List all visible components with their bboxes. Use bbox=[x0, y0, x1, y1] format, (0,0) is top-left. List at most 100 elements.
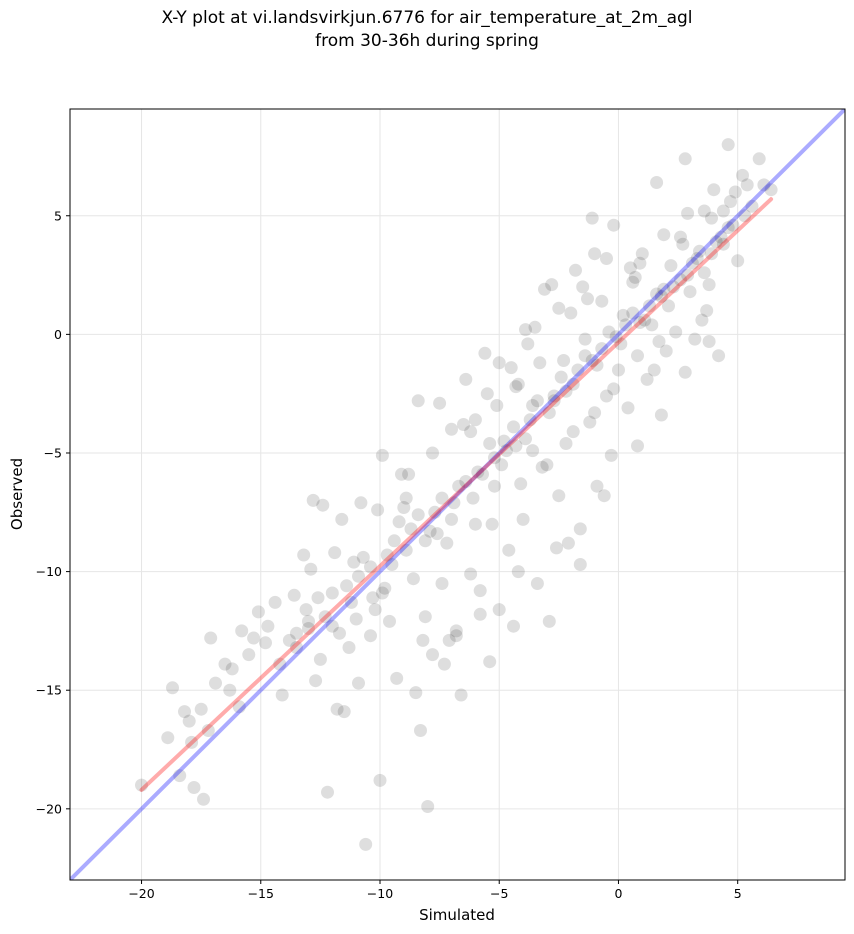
data-point bbox=[166, 681, 179, 695]
y-tick-label: 0 bbox=[54, 327, 62, 342]
data-point bbox=[397, 501, 411, 514]
data-point bbox=[473, 584, 487, 598]
data-point bbox=[251, 605, 265, 619]
data-point bbox=[714, 230, 728, 244]
data-point bbox=[392, 515, 406, 529]
data-point bbox=[273, 657, 287, 671]
data-point bbox=[681, 268, 695, 282]
data-points bbox=[135, 138, 778, 851]
data-point bbox=[457, 418, 470, 431]
data-point bbox=[623, 261, 637, 275]
data-point bbox=[459, 475, 473, 488]
data-point bbox=[523, 413, 537, 427]
data-point bbox=[499, 444, 513, 458]
data-point bbox=[335, 512, 349, 526]
data-point bbox=[492, 356, 506, 370]
data-point bbox=[550, 541, 563, 555]
data-point bbox=[588, 406, 602, 420]
data-point bbox=[736, 168, 749, 182]
data-point bbox=[552, 489, 566, 503]
data-point bbox=[552, 301, 566, 315]
data-point bbox=[330, 702, 344, 716]
data-point bbox=[588, 247, 602, 261]
data-point bbox=[516, 512, 530, 526]
data-point bbox=[590, 358, 604, 372]
data-point bbox=[182, 714, 196, 728]
data-point bbox=[302, 622, 315, 635]
data-point bbox=[635, 247, 649, 261]
data-point bbox=[344, 595, 358, 609]
data-point bbox=[626, 306, 640, 320]
data-point bbox=[449, 629, 463, 643]
data-point bbox=[511, 565, 525, 579]
data-point bbox=[559, 384, 573, 398]
data-point bbox=[364, 560, 377, 574]
data-point bbox=[161, 731, 175, 745]
data-point bbox=[559, 437, 573, 450]
data-point bbox=[609, 330, 623, 344]
data-point bbox=[459, 372, 473, 386]
y-tick-label: −5 bbox=[44, 445, 62, 460]
data-point bbox=[674, 273, 687, 287]
data-point bbox=[404, 522, 418, 536]
data-point bbox=[347, 555, 361, 569]
axis-ticks: −20 −15 −10 −5 0 5 −20 −15 −10 −5 0 5 bbox=[36, 208, 742, 901]
data-point bbox=[437, 657, 451, 671]
data-point bbox=[612, 363, 625, 377]
data-point bbox=[526, 399, 540, 412]
data-point bbox=[445, 512, 458, 526]
reference-lines bbox=[70, 109, 845, 880]
data-point bbox=[378, 581, 392, 595]
data-point bbox=[218, 657, 232, 671]
data-point bbox=[705, 211, 718, 225]
data-point bbox=[607, 382, 621, 396]
data-point bbox=[628, 270, 642, 284]
data-point bbox=[616, 308, 630, 322]
data-point bbox=[697, 204, 711, 218]
data-point bbox=[375, 586, 389, 600]
data-point bbox=[681, 206, 695, 220]
data-point bbox=[571, 363, 585, 377]
data-point bbox=[600, 252, 613, 265]
data-point bbox=[542, 406, 556, 420]
data-point bbox=[275, 688, 289, 702]
data-point bbox=[724, 195, 737, 208]
x-tick-label: −20 bbox=[128, 886, 154, 901]
data-point bbox=[333, 626, 346, 640]
data-point bbox=[554, 370, 568, 384]
grid bbox=[70, 109, 845, 880]
data-point bbox=[447, 496, 461, 510]
data-point bbox=[442, 633, 456, 647]
identity-line bbox=[70, 109, 845, 880]
data-point bbox=[707, 183, 721, 197]
data-point bbox=[578, 349, 592, 363]
x-axis-label: Simulated bbox=[419, 906, 495, 924]
data-point bbox=[488, 451, 501, 465]
data-point bbox=[411, 394, 425, 408]
data-point bbox=[225, 662, 239, 676]
data-point bbox=[519, 323, 532, 337]
data-point bbox=[488, 479, 501, 493]
data-point bbox=[757, 178, 771, 192]
data-point bbox=[483, 655, 497, 669]
data-point bbox=[287, 588, 301, 602]
data-point bbox=[690, 252, 704, 265]
data-point bbox=[309, 674, 323, 688]
data-point bbox=[452, 479, 466, 493]
data-point bbox=[545, 278, 559, 292]
data-point bbox=[666, 280, 680, 294]
data-point bbox=[435, 577, 449, 590]
data-point bbox=[678, 365, 692, 379]
data-point bbox=[585, 211, 599, 225]
data-point bbox=[595, 294, 609, 308]
data-point bbox=[399, 543, 413, 557]
y-axis-label: Observed bbox=[8, 458, 26, 530]
data-point bbox=[697, 266, 711, 280]
regression-line bbox=[139, 197, 774, 792]
data-point bbox=[695, 313, 709, 327]
data-point bbox=[631, 349, 644, 363]
data-point bbox=[390, 671, 404, 685]
x-tick-label: 0 bbox=[614, 886, 622, 901]
data-point bbox=[740, 178, 754, 192]
